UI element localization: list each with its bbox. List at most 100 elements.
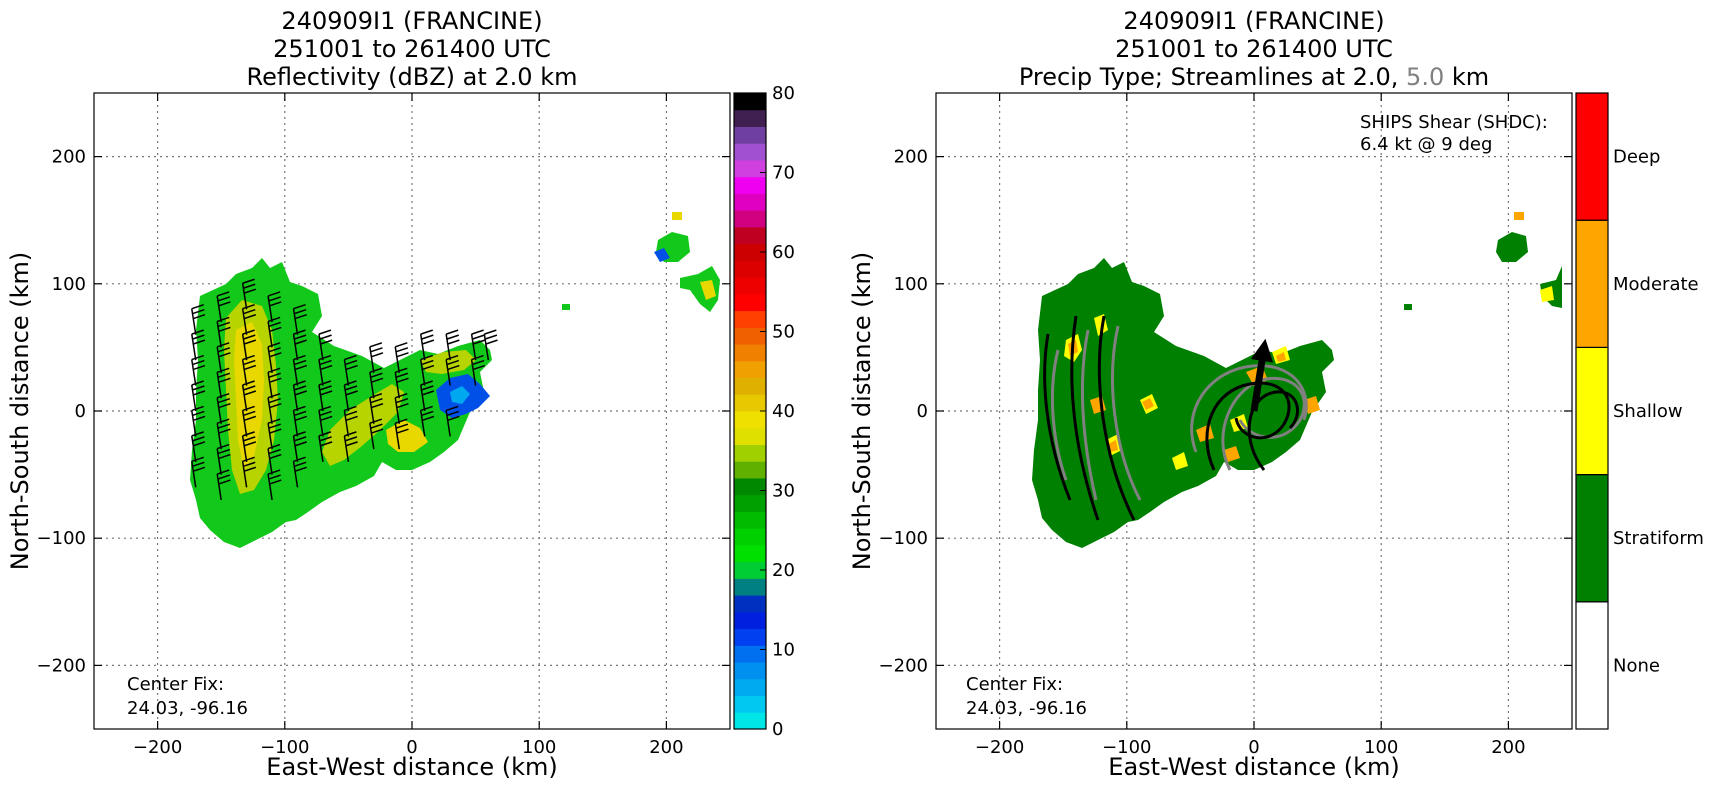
colorbar-tick-label: 40 <box>772 401 795 422</box>
reflectivity-panel: 240909I1 (FRANCINE) 251001 to 261400 UTC… <box>6 7 795 781</box>
echo-region-weak <box>450 386 470 404</box>
right-center-fix-value: 24.03, -96.16 <box>966 698 1087 719</box>
right-title-line-3-main: Precip Type; Streamlines at 2.0, <box>1019 63 1406 91</box>
moderate-cell <box>1276 352 1286 362</box>
wind-barb <box>241 303 257 335</box>
shear-label: SHIPS Shear (SHDC): <box>1360 112 1548 133</box>
right-y-ticks: −200 −100 0 100 200 <box>879 147 1572 676</box>
streamline-5km <box>1190 364 1308 453</box>
colorbar-segment <box>734 461 766 479</box>
wind-barb <box>216 342 231 373</box>
precip-category-swatch <box>1575 219 1609 348</box>
colorbar-segment <box>734 277 766 295</box>
shallow-cell-e <box>1540 286 1554 302</box>
wind-barb <box>318 354 333 386</box>
colorbar-segment <box>734 595 766 613</box>
wind-barb <box>191 431 206 462</box>
colorbar-segment <box>734 494 766 512</box>
wind-barb <box>267 291 282 323</box>
streamline-5km <box>1111 325 1142 501</box>
wind-barb <box>419 329 435 361</box>
colorbar-segment <box>734 327 766 345</box>
left-x-axis-label: East-West distance (km) <box>266 753 557 781</box>
colorbar-segment <box>734 159 766 178</box>
streamlines <box>1043 315 1308 521</box>
wind-barb <box>343 354 358 386</box>
wind-barb <box>216 418 231 450</box>
precip-category-swatch <box>1575 474 1609 603</box>
wind-barb <box>483 329 498 361</box>
colorbar-tick-label: 30 <box>772 481 795 502</box>
right-y-tick-label: 200 <box>894 147 928 168</box>
wind-barb <box>394 342 409 373</box>
wind-barb <box>445 405 460 437</box>
left-x-tick-label: 100 <box>522 737 556 758</box>
wind-barb <box>216 291 231 323</box>
wind-barb <box>394 367 409 399</box>
colorbar-segment <box>734 712 766 730</box>
wind-barb <box>216 393 231 424</box>
right-center-fix-label: Center Fix: <box>966 674 1063 695</box>
right-x-tick-label: 100 <box>1364 737 1398 758</box>
precip-type-field <box>1032 212 1562 548</box>
wind-barb <box>292 380 307 412</box>
streamline-2km <box>1070 315 1100 521</box>
left-x-tick-label: 0 <box>406 737 417 758</box>
left-x-ticks: −200 −100 0 100 200 <box>133 93 684 758</box>
right-title-line-1: 240909I1 (FRANCINE) <box>1123 7 1384 35</box>
left-y-tick-label: 100 <box>52 274 86 295</box>
precip-category-label: Moderate <box>1613 274 1699 295</box>
colorbar-segment <box>734 293 766 312</box>
wind-barb <box>343 431 358 462</box>
wind-barb <box>267 443 282 475</box>
wind-barb <box>191 405 206 437</box>
right-x-tick-label: −200 <box>975 737 1024 758</box>
colorbar-segment <box>734 611 766 630</box>
echo-speck <box>562 304 570 310</box>
precip-category-label: Shallow <box>1613 401 1683 422</box>
right-x-tick-label: 200 <box>1491 737 1525 758</box>
wind-barb <box>191 456 206 488</box>
moderate-cell <box>1224 446 1240 462</box>
colorbar-segment <box>734 695 766 713</box>
colorbar-segment <box>734 477 766 496</box>
wind-barb <box>445 329 460 361</box>
colorbar-segment <box>734 310 766 328</box>
colorbar-tick-label: 60 <box>772 242 795 263</box>
wind-barb <box>241 380 257 412</box>
shear-value: 6.4 kt @ 9 deg <box>1360 134 1492 155</box>
colorbar-segment <box>734 662 766 680</box>
wind-barb <box>394 418 409 450</box>
wind-barb <box>292 456 307 488</box>
right-x-ticks: −200 −100 0 100 200 <box>975 93 1526 758</box>
moderate-cell <box>1196 424 1214 442</box>
moderate-cell <box>1142 398 1154 410</box>
echo-cell-ne <box>654 248 670 262</box>
colorbar-segment <box>734 511 766 529</box>
streamline-5km <box>1051 349 1068 481</box>
right-x-tick-label: 0 <box>1248 737 1259 758</box>
wind-barb <box>419 405 435 437</box>
colorbar-segment <box>734 427 766 445</box>
echo-cell-ne <box>672 212 682 220</box>
left-x-tick-label: −100 <box>260 737 309 758</box>
colorbar-segment <box>734 544 766 563</box>
colorbar-segment <box>734 444 766 462</box>
left-title-line-3: Reflectivity (dBZ) at 2.0 km <box>247 63 578 91</box>
wind-barb <box>369 393 384 424</box>
wind-barb <box>292 354 307 386</box>
left-y-tick-label: −200 <box>37 655 86 676</box>
colorbar-segment <box>734 93 766 111</box>
echo-cell-e <box>680 266 720 312</box>
colorbar-segment <box>734 126 766 144</box>
wind-barb <box>445 354 460 386</box>
wind-barb <box>267 393 282 424</box>
colorbar-segment <box>734 628 766 646</box>
wind-barbs <box>191 278 498 501</box>
colorbar-segment <box>734 260 766 278</box>
colorbar-segment <box>734 143 766 161</box>
wind-barb <box>419 354 435 386</box>
left-title-line-1: 240909I1 (FRANCINE) <box>281 7 542 35</box>
wind-barb <box>470 329 486 361</box>
